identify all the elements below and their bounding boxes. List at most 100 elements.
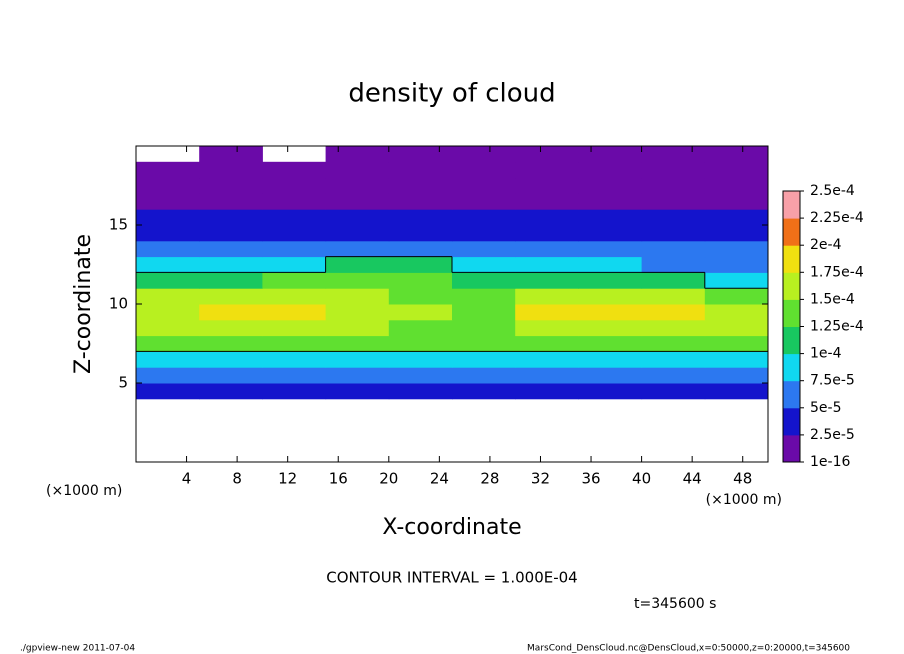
heat-cell <box>515 335 579 352</box>
heat-cell <box>578 256 643 273</box>
heat-cell <box>578 335 643 352</box>
heat-cell <box>388 177 453 194</box>
x-tick-label: 4 <box>182 470 192 488</box>
heat-cell <box>641 209 706 226</box>
colorbar-label: 1.5e-4 <box>810 291 855 307</box>
heat-cell <box>704 335 769 352</box>
heat-cell <box>452 193 516 210</box>
heat-cell <box>641 146 706 163</box>
heat-cell <box>452 351 516 368</box>
heat-cell <box>325 256 390 273</box>
y-tick-label: 10 <box>109 295 128 313</box>
colorbar-band <box>783 191 800 219</box>
heat-cell <box>452 146 516 163</box>
heat-cell <box>262 240 327 258</box>
heat-cell <box>515 209 579 226</box>
colorbar-label: 2.5e-4 <box>810 183 855 199</box>
heat-cell <box>578 288 643 305</box>
heat-cell <box>325 146 390 163</box>
heat-cell <box>262 367 327 384</box>
heat-cell <box>515 383 579 400</box>
heat-cell <box>262 288 327 305</box>
heat-cell <box>515 240 579 258</box>
heat-cell <box>262 351 327 368</box>
heat-cell <box>325 272 390 289</box>
time-label: t=345600 s <box>634 596 716 612</box>
colorbar-label: 7.5e-5 <box>810 373 855 389</box>
colorbar-band <box>783 218 800 246</box>
heat-cell <box>452 367 516 384</box>
heat-cell <box>136 288 200 305</box>
heat-cell <box>578 209 643 226</box>
heat-cell <box>704 383 769 400</box>
heat-cell <box>262 383 327 400</box>
colorbar-label: 5e-5 <box>810 400 841 416</box>
heat-cell <box>578 225 643 242</box>
heat-cell <box>388 335 453 352</box>
heat-cell <box>452 177 516 194</box>
x-tick-label: 28 <box>480 470 499 488</box>
heat-cell <box>704 304 769 321</box>
heat-cell <box>578 161 643 179</box>
heat-cell <box>262 225 327 242</box>
colorbar-label: 2e-4 <box>810 237 842 253</box>
heat-cell <box>199 209 263 226</box>
heat-cell <box>325 177 390 194</box>
heat-cell <box>388 225 453 242</box>
heat-cell <box>325 288 390 305</box>
heat-cell <box>262 209 327 226</box>
heat-cell <box>388 240 453 258</box>
heat-cell <box>515 319 579 337</box>
heat-cell <box>199 288 263 305</box>
colorbar-label: 1.75e-4 <box>810 264 864 280</box>
heat-cell <box>452 225 516 242</box>
heat-cell <box>704 351 769 368</box>
contour-label: CONTOUR INTERVAL = 1.000E-04 <box>326 569 577 587</box>
colorbar-band <box>783 407 800 436</box>
x-tick-label: 40 <box>632 470 651 488</box>
x-axis-label: X-coordinate <box>382 515 521 540</box>
heat-cell <box>641 177 706 194</box>
heat-cell <box>452 335 516 352</box>
heat-cell <box>325 209 390 226</box>
heat-cell <box>515 256 579 273</box>
heat-cell <box>262 272 327 289</box>
colorbar-band <box>783 272 800 300</box>
x-tick-label: 48 <box>733 470 752 488</box>
colorbar-band <box>783 245 800 273</box>
heat-cell <box>262 256 327 273</box>
heat-cell <box>578 319 643 337</box>
chart-title: density of cloud <box>348 79 555 109</box>
heat-cell <box>641 240 706 258</box>
colorbar-band <box>783 434 800 463</box>
heat-cell <box>325 335 390 352</box>
heat-cell <box>262 161 327 179</box>
heat-cell <box>641 351 706 368</box>
heat-cell <box>452 256 516 273</box>
heat-cell <box>199 146 263 163</box>
footer: MarsCond_DensCloud.nc@DensCloud,x=0:5000… <box>527 644 850 654</box>
heat-cell <box>136 383 200 400</box>
heat-cell <box>641 161 706 179</box>
heat-cell <box>578 304 643 321</box>
heat-cell <box>199 272 263 289</box>
heat-cell <box>136 193 200 210</box>
heat-cell <box>325 319 390 337</box>
heat-cell <box>578 177 643 194</box>
x-tick-label: 12 <box>278 470 297 488</box>
colorbar-label: 1e-16 <box>810 454 850 470</box>
heat-cell <box>388 193 453 210</box>
heat-cell <box>388 319 453 337</box>
heat-cell <box>262 177 327 194</box>
heat-cell <box>325 193 390 210</box>
heat-cell <box>515 161 579 179</box>
heat-cell <box>641 272 706 289</box>
heat-cell <box>515 304 579 321</box>
heat-cell <box>578 272 643 289</box>
heat-cell <box>578 367 643 384</box>
heat-cell <box>388 256 453 273</box>
heat-cell <box>199 177 263 194</box>
heat-cell <box>199 240 263 258</box>
colorbar-label: 2.25e-4 <box>810 210 864 226</box>
